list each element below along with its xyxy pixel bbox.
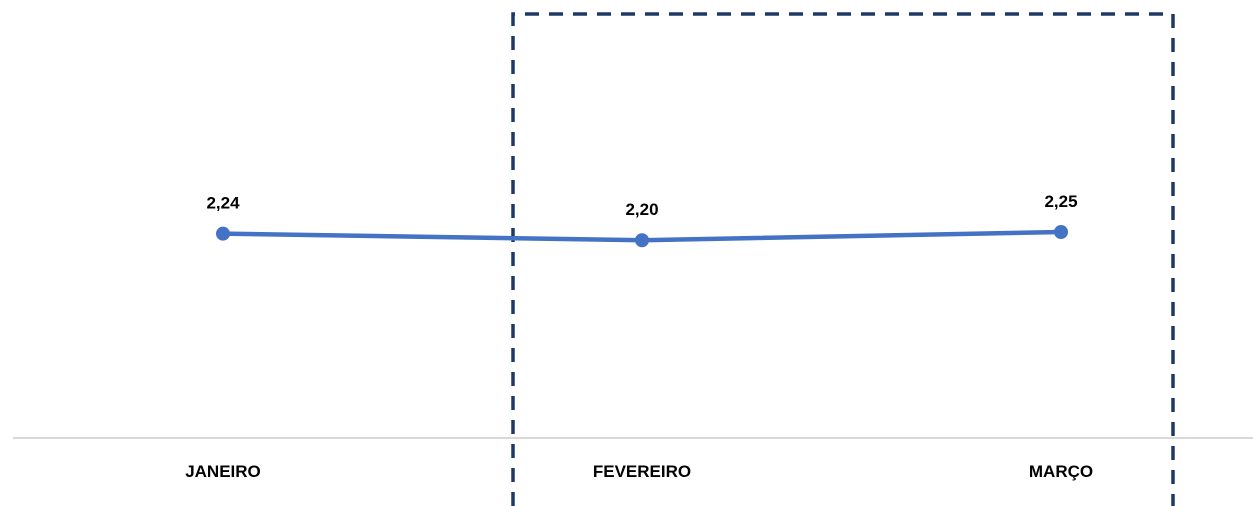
- data-label: 2,20: [625, 200, 658, 219]
- x-tick-labels: JANEIRO FEVEREIRO MARÇO: [185, 462, 1093, 481]
- data-point-março: [1054, 225, 1068, 239]
- data-label: 2,24: [206, 194, 240, 213]
- x-tick-label: MARÇO: [1029, 462, 1093, 481]
- data-label: 2,25: [1044, 192, 1077, 211]
- x-tick-label: JANEIRO: [185, 462, 261, 481]
- highlight-dashed-border: [511, 12, 1175, 506]
- x-tick-label: FEVEREIRO: [593, 462, 691, 481]
- highlight-box: [511, 12, 1175, 506]
- data-point-fevereiro: [635, 233, 649, 248]
- data-marks: 2,24 2,20 2,25: [206, 192, 1078, 248]
- data-point-janeiro: [216, 226, 230, 241]
